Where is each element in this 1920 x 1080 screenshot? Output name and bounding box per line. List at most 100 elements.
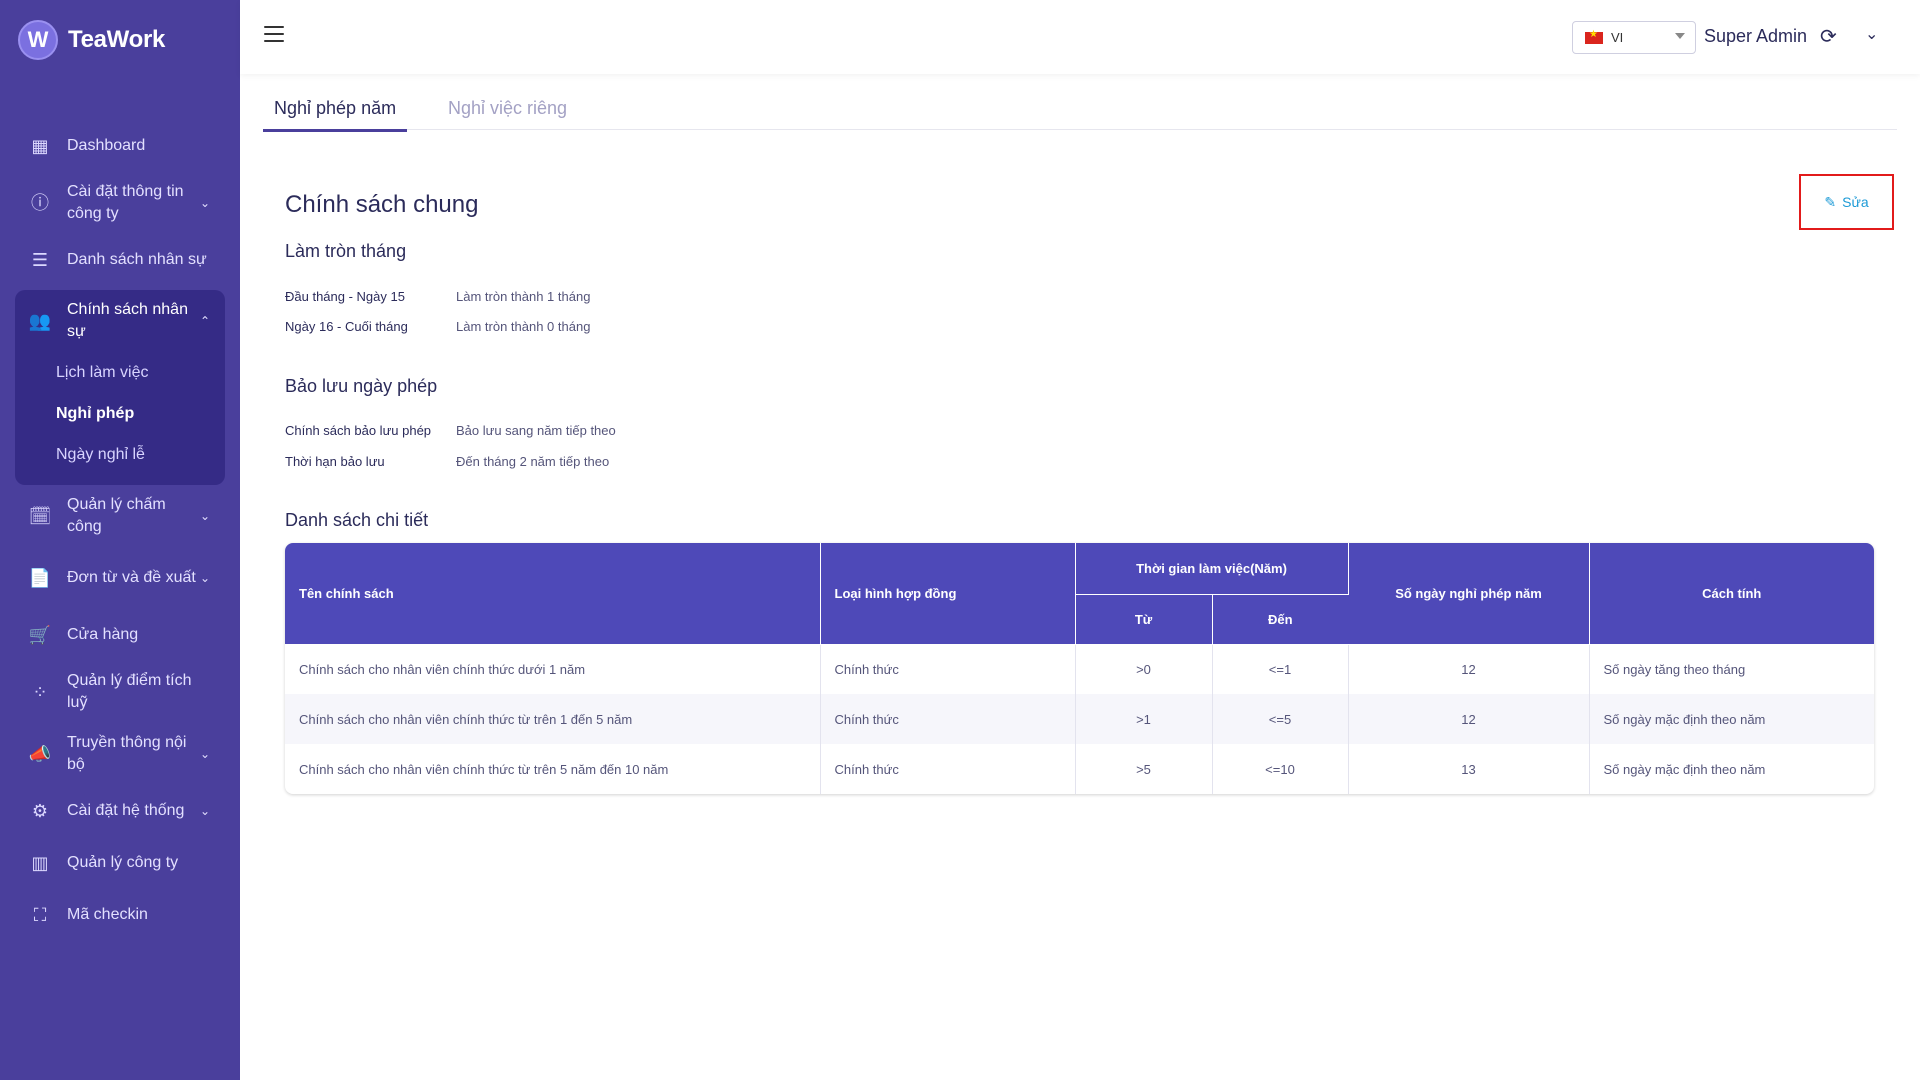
tab-personal-leave[interactable]: Nghỉ việc riêng: [448, 98, 568, 118]
points-icon: ⁘: [32, 682, 48, 702]
chevron-down-icon: ⌄: [199, 804, 210, 818]
rounding-row: Đầu tháng - Ngày 15 Làm tròn thành 1 thán…: [285, 289, 590, 304]
sidebar: W TeaWork ▦ Dashboard ⓘ Cài đặt thông ti…: [0, 0, 240, 1080]
cell-contract-type: Chính thức: [820, 644, 1076, 694]
cell-policy-name: Chính sách cho nhân viên chính thức từ t…: [285, 694, 821, 744]
reserve-row: Thời hạn bảo lưu Đến tháng 2 năm tiếp the…: [285, 454, 609, 469]
header-work-period: Thời gian làm việc(Năm): [1075, 543, 1349, 595]
reserve-row: Chính sách bảo lưu phép Bảo lưu sang năm …: [285, 423, 616, 438]
user-name[interactable]: Super Admin: [1704, 26, 1808, 46]
cell-from: >0: [1075, 644, 1213, 694]
sidebar-group-hr-policy: 👥 Chính sách nhân sự ⌃ Lịch làm việc Ngh…: [15, 290, 225, 485]
cell-to: <=5: [1212, 694, 1349, 744]
sidebar-item-label: Truyền thông nội bộ: [67, 734, 187, 773]
sidebar-item-staff-list[interactable]: ☰ Danh sách nhân sự: [0, 234, 240, 286]
sidebar-nav: ▦ Dashboard ⓘ Cài đặt thông tin công ty …: [0, 120, 240, 941]
policy-table: Tên chính sách Loại hình hợp đồng Thời g…: [285, 543, 1874, 794]
rounding-value: Làm tròn thành 0 tháng: [456, 319, 591, 334]
rounding-title: Làm tròn tháng: [285, 241, 407, 261]
reserve-value: Đến tháng 2 năm tiếp theo: [456, 454, 610, 469]
chevron-down-icon: ⌄: [199, 747, 210, 761]
sidebar-item-label: Quản lý chấm công: [67, 496, 166, 535]
reserve-value: Bảo lưu sang năm tiếp theo: [456, 423, 616, 438]
rounding-value: Làm tròn thành 1 tháng: [456, 289, 591, 304]
calendar-clock-icon: 🗓: [28, 506, 52, 526]
pencil-icon: ✎: [1824, 193, 1837, 210]
sidebar-item-hr-policy[interactable]: 👥 Chính sách nhân sự ⌃: [15, 290, 225, 352]
header-method: Cách tính: [1589, 543, 1874, 645]
language-select[interactable]: VI: [1572, 21, 1696, 54]
cell-from: >5: [1075, 744, 1213, 794]
info-icon: ⓘ: [31, 193, 49, 213]
logo-icon: W: [18, 20, 58, 60]
cell-contract-type: Chính thức: [820, 744, 1076, 794]
leave-tabs: Nghỉ phép năm Nghỉ việc riêng: [263, 92, 1897, 132]
sidebar-item-company-management[interactable]: ▥ Quản lý công ty: [0, 837, 240, 889]
cell-policy-name: Chính sách cho nhân viên chính thức từ t…: [285, 744, 821, 794]
sidebar-item-internal-comms[interactable]: 📣 Truyền thông nội bộ ⌄: [0, 723, 240, 785]
sidebar-item-store[interactable]: 🛒 Cửa hàng: [0, 609, 240, 661]
chevron-down-icon: ⌄: [199, 509, 210, 523]
sidebar-subitem-work-schedule[interactable]: Lịch làm việc: [56, 364, 149, 381]
sidebar-item-points[interactable]: ⁘ Quản lý điểm tích luỹ: [0, 661, 240, 723]
sidebar-item-dashboard[interactable]: ▦ Dashboard: [0, 120, 240, 172]
edit-button[interactable]: ✎ Sửa: [1799, 174, 1894, 230]
scan-icon: ⛶: [33, 905, 47, 925]
sidebar-item-checkin-code[interactable]: ⛶ Mã checkin: [0, 889, 240, 941]
table-row[interactable]: Chính sách cho nhân viên chính thức từ t…: [285, 694, 1874, 744]
sidebar-subitem-holidays[interactable]: Ngày nghỉ lễ: [56, 446, 145, 463]
building-icon: ▥: [31, 853, 49, 873]
cell-leave-days: 12: [1348, 694, 1590, 744]
table-row[interactable]: Chính sách cho nhân viên chính thức dưới…: [285, 644, 1874, 694]
cell-from: >1: [1075, 694, 1213, 744]
cell-to: <=1: [1212, 644, 1349, 694]
sidebar-item-requests[interactable]: 📄 Đơn từ và đề xuất ⌄: [0, 547, 240, 609]
cart-icon: 🛒: [28, 625, 52, 645]
sidebar-item-label: Danh sách nhân sự: [67, 251, 207, 268]
sidebar-subitem-leave[interactable]: Nghỉ phép: [56, 405, 135, 422]
cell-leave-days: 12: [1348, 644, 1590, 694]
edit-label: Sửa: [1842, 194, 1869, 210]
sidebar-item-label: Cửa hàng: [67, 626, 139, 643]
tab-annual-leave[interactable]: Nghỉ phép năm: [263, 98, 408, 132]
rounding-key: Đầu tháng - Ngày 15: [285, 289, 405, 304]
header-policy-name: Tên chính sách: [285, 543, 821, 645]
sidebar-item-label: Cài đặt thông tin công ty: [67, 183, 184, 222]
megaphone-icon: 📣: [28, 744, 52, 764]
reserve-key: Thời hạn bảo lưu: [285, 454, 385, 469]
list-icon: ☰: [31, 250, 49, 270]
reserve-title: Bảo lưu ngày phép: [285, 376, 438, 396]
chevron-up-icon: ⌃: [199, 314, 210, 328]
people-icon: 👥: [28, 311, 52, 331]
chevron-down-icon[interactable]: ⌄: [1865, 26, 1879, 43]
cell-to: <=10: [1212, 744, 1349, 794]
brand[interactable]: W TeaWork: [18, 20, 165, 60]
detail-list-title: Danh sách chi tiết: [285, 510, 429, 530]
reserve-key: Chính sách bảo lưu phép: [285, 423, 432, 438]
sidebar-item-label: Cài đặt hệ thống: [67, 802, 185, 819]
header-from: Từ: [1075, 594, 1213, 645]
vietnam-flag-icon: [1585, 29, 1603, 44]
rounding-key: Ngày 16 - Cuối tháng: [285, 319, 408, 334]
chevron-down-icon: ⌄: [199, 571, 210, 585]
top-bar: VI Super Admin ⟳ ⌄: [240, 0, 1920, 74]
cell-method: Số ngày mặc định theo năm: [1589, 694, 1874, 744]
header-contract-type: Loại hình hợp đồng: [820, 543, 1076, 645]
refresh-icon[interactable]: ⟳: [1820, 26, 1837, 48]
hamburger-menu-icon[interactable]: [264, 26, 284, 42]
sidebar-item-system-settings[interactable]: ⚙ Cài đặt hệ thống ⌄: [0, 785, 240, 837]
cell-policy-name: Chính sách cho nhân viên chính thức dưới…: [285, 644, 821, 694]
document-icon: 📄: [28, 568, 52, 588]
cell-contract-type: Chính thức: [820, 694, 1076, 744]
sidebar-item-attendance[interactable]: 🗓 Quản lý chấm công ⌄: [0, 485, 240, 547]
brand-name: TeaWork: [68, 26, 166, 53]
cell-leave-days: 13: [1348, 744, 1590, 794]
dashboard-icon: ▦: [31, 136, 49, 156]
gears-icon: ⚙: [31, 801, 49, 821]
sidebar-item-company-settings[interactable]: ⓘ Cài đặt thông tin công ty ⌄: [0, 172, 240, 234]
dropdown-arrow-icon: [1675, 33, 1685, 39]
chevron-down-icon: ⌄: [199, 196, 210, 210]
sidebar-item-label: Quản lý công ty: [67, 854, 179, 871]
table-row[interactable]: Chính sách cho nhân viên chính thức từ t…: [285, 744, 1874, 794]
sidebar-item-label: Đơn từ và đề xuất: [67, 569, 196, 586]
